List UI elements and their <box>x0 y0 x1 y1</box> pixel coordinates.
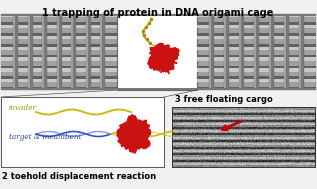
Bar <box>239 15 244 89</box>
Bar <box>197 36 316 39</box>
Polygon shape <box>149 55 168 72</box>
Polygon shape <box>155 56 172 74</box>
Bar <box>1 68 117 72</box>
Polygon shape <box>130 130 148 147</box>
Bar <box>117 14 197 90</box>
Bar <box>1 44 117 46</box>
Bar <box>1 68 117 79</box>
Bar <box>1 55 117 57</box>
Bar <box>1 36 117 46</box>
Polygon shape <box>125 132 142 149</box>
Bar <box>71 15 76 89</box>
Bar <box>1 36 117 39</box>
Text: invader: invader <box>9 104 37 112</box>
Bar <box>100 15 102 89</box>
Bar <box>1 79 117 82</box>
Bar <box>197 57 316 68</box>
Bar <box>1 33 117 36</box>
Bar <box>197 87 316 90</box>
Bar <box>42 15 44 89</box>
Bar <box>209 15 214 89</box>
Bar <box>1 14 117 17</box>
Polygon shape <box>148 43 179 71</box>
Bar <box>1 57 117 68</box>
Bar <box>28 15 29 89</box>
Bar <box>100 15 105 89</box>
Bar <box>197 68 316 72</box>
Bar <box>299 15 304 89</box>
Bar <box>254 15 259 89</box>
Bar <box>1 57 117 61</box>
Polygon shape <box>120 121 141 143</box>
Bar <box>197 68 316 79</box>
Bar <box>224 15 229 89</box>
Bar <box>13 15 15 89</box>
Bar <box>197 44 316 46</box>
Bar <box>28 15 33 89</box>
Bar <box>1 25 117 36</box>
Bar <box>86 15 90 89</box>
Polygon shape <box>157 49 177 68</box>
Bar <box>224 15 226 89</box>
Bar <box>56 15 61 89</box>
Bar <box>1 25 117 28</box>
Bar <box>197 22 316 25</box>
Bar <box>284 15 286 89</box>
Bar <box>197 79 316 82</box>
Bar <box>1 66 117 68</box>
Bar <box>197 25 316 28</box>
Bar <box>299 15 301 89</box>
Bar <box>197 79 316 90</box>
Bar <box>1 76 117 79</box>
Bar <box>254 15 256 89</box>
Bar <box>209 15 211 89</box>
Bar <box>284 15 289 89</box>
Bar <box>86 15 87 89</box>
Text: target & incumbent: target & incumbent <box>9 133 81 141</box>
Text: 3 free floating cargo: 3 free floating cargo <box>175 95 273 104</box>
Bar <box>1 46 117 57</box>
Bar <box>13 15 18 89</box>
Bar <box>1 14 117 25</box>
Bar <box>1 22 117 25</box>
Bar <box>56 15 59 89</box>
Polygon shape <box>149 46 172 63</box>
Bar <box>1 46 117 50</box>
Bar <box>269 15 274 89</box>
Bar <box>1 97 164 167</box>
Bar <box>71 15 73 89</box>
Text: 1 trapping of protein in DNA origami cage: 1 trapping of protein in DNA origami cag… <box>42 8 274 18</box>
Bar <box>42 15 47 89</box>
Bar <box>172 107 315 167</box>
Bar <box>197 25 316 36</box>
Bar <box>269 15 271 89</box>
Polygon shape <box>117 115 151 153</box>
Polygon shape <box>155 43 171 62</box>
Bar <box>239 15 241 89</box>
Bar <box>1 14 316 16</box>
Bar <box>197 76 316 79</box>
Text: 2 toehold displacement reaction: 2 toehold displacement reaction <box>2 172 156 181</box>
Bar <box>1 79 117 90</box>
Bar <box>197 46 316 57</box>
Bar <box>197 57 316 61</box>
Bar <box>197 33 316 36</box>
Bar <box>197 36 316 46</box>
Bar <box>197 14 316 25</box>
Bar <box>1 88 316 90</box>
Bar <box>197 46 316 50</box>
Bar <box>197 55 316 57</box>
Bar <box>197 66 316 68</box>
Bar <box>197 14 316 17</box>
Bar <box>1 87 117 90</box>
